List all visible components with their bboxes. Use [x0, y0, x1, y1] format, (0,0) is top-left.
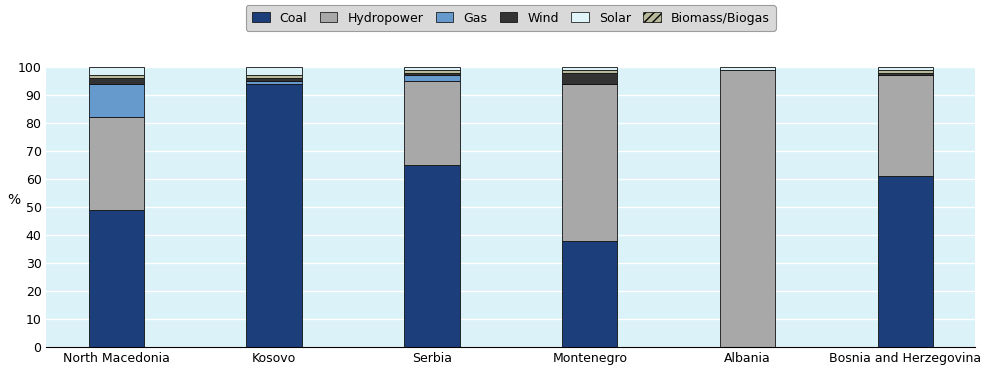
Y-axis label: %: % — [7, 193, 20, 207]
Bar — [878, 70, 933, 73]
Bar — [562, 70, 617, 73]
Bar — [404, 70, 460, 73]
Bar — [404, 81, 460, 165]
Bar — [246, 76, 302, 78]
Bar — [89, 210, 144, 347]
Bar — [404, 73, 460, 76]
Bar — [562, 73, 617, 84]
Legend: Coal, Hydropower, Gas, Wind, Solar, Biomass/Biogas: Coal, Hydropower, Gas, Wind, Solar, Biom… — [246, 5, 776, 31]
Bar — [878, 176, 933, 347]
Bar — [89, 67, 144, 76]
Bar — [720, 70, 775, 347]
Bar — [562, 241, 617, 347]
Bar — [562, 84, 617, 241]
Bar — [89, 84, 144, 118]
Bar — [246, 81, 302, 84]
Bar — [89, 78, 144, 84]
Bar — [246, 78, 302, 81]
Bar — [89, 76, 144, 78]
Bar — [878, 73, 933, 76]
Bar — [720, 67, 775, 70]
Bar — [878, 76, 933, 176]
Bar — [246, 67, 302, 76]
Bar — [404, 165, 460, 347]
Bar — [562, 67, 617, 70]
Bar — [878, 67, 933, 70]
Bar — [89, 118, 144, 210]
Bar — [404, 76, 460, 81]
Bar — [246, 84, 302, 347]
Bar — [404, 67, 460, 70]
